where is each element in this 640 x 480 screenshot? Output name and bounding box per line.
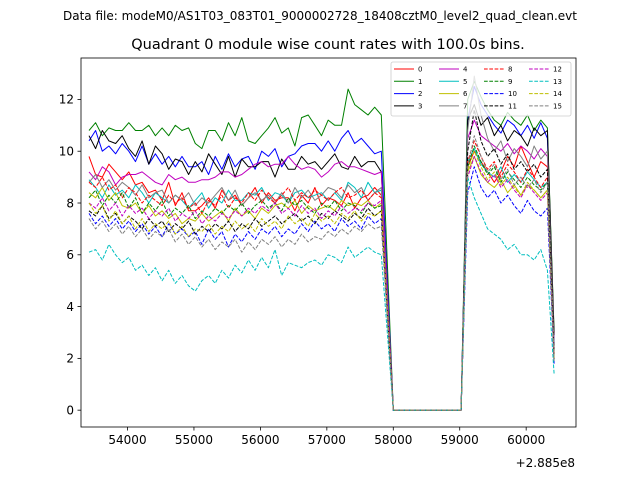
legend-label-10: 10 — [508, 90, 517, 98]
legend-label-14: 14 — [553, 90, 562, 98]
x-tick-label: 54000 — [108, 433, 146, 447]
y-tick-label: 0 — [66, 403, 74, 417]
legend-label-5: 5 — [463, 78, 467, 86]
x-offset-label: +2.885e8 — [516, 456, 575, 470]
legend-label-9: 9 — [508, 78, 512, 86]
legend-label-8: 8 — [508, 66, 512, 74]
series-line-14 — [88, 150, 555, 411]
legend-label-12: 12 — [553, 66, 562, 74]
legend-label-7: 7 — [463, 102, 467, 110]
x-tick-label: 59000 — [441, 433, 479, 447]
x-tick-label: 57000 — [308, 433, 346, 447]
axes-frame — [80, 57, 577, 428]
legend-label-6: 6 — [463, 90, 468, 98]
series-lines — [88, 75, 555, 411]
series-line-6 — [88, 155, 555, 411]
y-tick-label: 8 — [66, 196, 74, 210]
legend-box — [390, 61, 572, 117]
legend-label-2: 2 — [418, 90, 422, 98]
y-tick-label: 4 — [66, 300, 74, 314]
chart-title: Quadrant 0 module wise count rates with … — [131, 37, 525, 53]
legend-label-0: 0 — [418, 66, 422, 74]
x-tick-label: 55000 — [175, 433, 213, 447]
series-line-10 — [88, 166, 555, 411]
y-tick-label: 10 — [59, 145, 74, 159]
y-tick-label: 6 — [66, 248, 74, 262]
legend-label-11: 11 — [508, 102, 517, 110]
y-tick-label: 12 — [59, 93, 74, 107]
series-line-13 — [88, 176, 555, 411]
legend-label-1: 1 — [418, 78, 422, 86]
x-tick-label: 58000 — [374, 433, 412, 447]
series-line-7 — [88, 75, 555, 411]
figure-suptitle: Data file: modeM0/AS1T03_083T01_90000027… — [63, 9, 577, 23]
legend-label-15: 15 — [553, 102, 562, 110]
series-line-11 — [88, 109, 555, 411]
series-line-12 — [88, 155, 555, 411]
legend-label-4: 4 — [463, 66, 468, 74]
plot-area: 54000 55000 56000 57000 58000 59000 60000 0 2 4 6 8… — [59, 57, 577, 447]
series-line-15 — [88, 135, 555, 411]
legend-label-13: 13 — [553, 78, 562, 86]
series-line-4 — [88, 119, 555, 411]
legend-label-3: 3 — [418, 102, 422, 110]
y-tick-label: 2 — [66, 352, 74, 366]
series-line-9 — [88, 145, 555, 411]
x-tick-label: 60000 — [507, 433, 545, 447]
x-tick-label: 56000 — [241, 433, 279, 447]
